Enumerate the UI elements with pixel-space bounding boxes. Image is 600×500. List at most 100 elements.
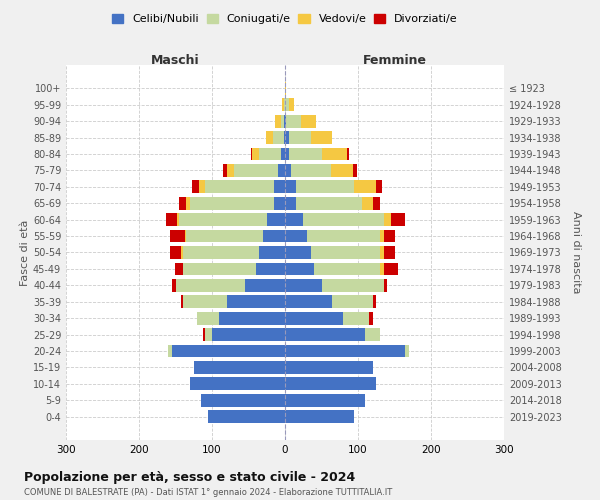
Bar xyxy=(187,197,190,209)
Bar xyxy=(391,214,406,226)
Bar xyxy=(183,246,259,259)
Bar xyxy=(190,378,285,390)
Bar xyxy=(177,214,179,226)
Bar xyxy=(234,164,278,177)
Bar xyxy=(301,115,316,128)
Bar xyxy=(179,214,267,226)
Bar xyxy=(284,115,285,128)
Bar xyxy=(285,410,355,423)
Bar xyxy=(369,312,373,324)
Bar xyxy=(406,344,409,358)
Bar xyxy=(281,148,285,160)
Bar xyxy=(285,164,291,177)
Bar xyxy=(175,262,183,276)
Bar xyxy=(285,262,314,276)
Bar xyxy=(285,361,373,374)
Bar xyxy=(285,197,296,209)
Bar xyxy=(259,246,285,259)
Bar xyxy=(380,262,383,276)
Bar xyxy=(274,197,285,209)
Text: Maschi: Maschi xyxy=(151,54,200,67)
Bar xyxy=(285,132,289,144)
Bar xyxy=(220,312,285,324)
Bar xyxy=(168,344,172,358)
Bar xyxy=(181,246,183,259)
Bar xyxy=(245,279,285,291)
Bar xyxy=(256,262,285,276)
Bar xyxy=(281,115,284,128)
Bar xyxy=(263,230,285,242)
Bar xyxy=(285,328,365,341)
Bar xyxy=(199,180,205,194)
Bar xyxy=(353,164,356,177)
Bar xyxy=(289,98,295,111)
Bar xyxy=(365,328,380,341)
Bar xyxy=(296,197,362,209)
Bar xyxy=(347,148,349,160)
Bar xyxy=(322,279,383,291)
Text: Popolazione per età, sesso e stato civile - 2024: Popolazione per età, sesso e stato civil… xyxy=(24,471,355,484)
Bar xyxy=(172,279,176,291)
Bar xyxy=(311,246,380,259)
Bar xyxy=(205,180,274,194)
Bar xyxy=(227,164,234,177)
Bar xyxy=(278,164,285,177)
Bar xyxy=(212,328,285,341)
Bar xyxy=(274,180,285,194)
Y-axis label: Fasce di età: Fasce di età xyxy=(20,220,30,286)
Bar xyxy=(285,394,365,406)
Bar xyxy=(383,246,395,259)
Bar xyxy=(285,296,332,308)
Bar xyxy=(203,328,205,341)
Bar xyxy=(176,279,245,291)
Bar xyxy=(183,296,227,308)
Bar xyxy=(383,279,387,291)
Text: COMUNE DI BALESTRATE (PA) - Dati ISTAT 1° gennaio 2024 - Elaborazione TUTTITALIA: COMUNE DI BALESTRATE (PA) - Dati ISTAT 1… xyxy=(24,488,392,497)
Bar xyxy=(285,180,296,194)
Text: Femmine: Femmine xyxy=(362,54,427,67)
Bar xyxy=(285,344,406,358)
Bar xyxy=(285,115,286,128)
Bar xyxy=(383,214,391,226)
Bar xyxy=(170,230,185,242)
Bar xyxy=(208,410,285,423)
Bar xyxy=(311,132,332,144)
Bar xyxy=(373,296,376,308)
Bar xyxy=(322,148,347,160)
Bar xyxy=(343,312,369,324)
Bar xyxy=(285,148,289,160)
Bar xyxy=(191,180,199,194)
Bar xyxy=(190,197,274,209)
Bar xyxy=(194,361,285,374)
Bar xyxy=(376,180,382,194)
Bar xyxy=(252,148,259,160)
Bar xyxy=(380,246,383,259)
Bar xyxy=(285,246,311,259)
Bar xyxy=(383,230,395,242)
Bar xyxy=(227,296,285,308)
Bar xyxy=(284,98,285,111)
Bar xyxy=(285,214,303,226)
Bar xyxy=(197,312,220,324)
Bar xyxy=(170,246,181,259)
Bar xyxy=(275,115,281,128)
Y-axis label: Anni di nascita: Anni di nascita xyxy=(571,211,581,294)
Bar xyxy=(373,197,380,209)
Bar xyxy=(181,296,183,308)
Bar xyxy=(286,115,301,128)
Bar xyxy=(172,344,285,358)
Bar xyxy=(285,312,343,324)
Bar xyxy=(383,262,398,276)
Bar xyxy=(185,230,187,242)
Bar xyxy=(205,328,212,341)
Bar xyxy=(201,394,285,406)
Legend: Celibi/Nubili, Coniugati/e, Vedovi/e, Divorziati/e: Celibi/Nubili, Coniugati/e, Vedovi/e, Di… xyxy=(109,10,461,28)
Bar xyxy=(331,164,353,177)
Bar xyxy=(183,262,256,276)
Bar xyxy=(187,230,263,242)
Bar xyxy=(223,164,227,177)
Bar xyxy=(285,98,289,111)
Bar xyxy=(355,180,376,194)
Bar xyxy=(179,197,187,209)
Bar xyxy=(259,148,281,160)
